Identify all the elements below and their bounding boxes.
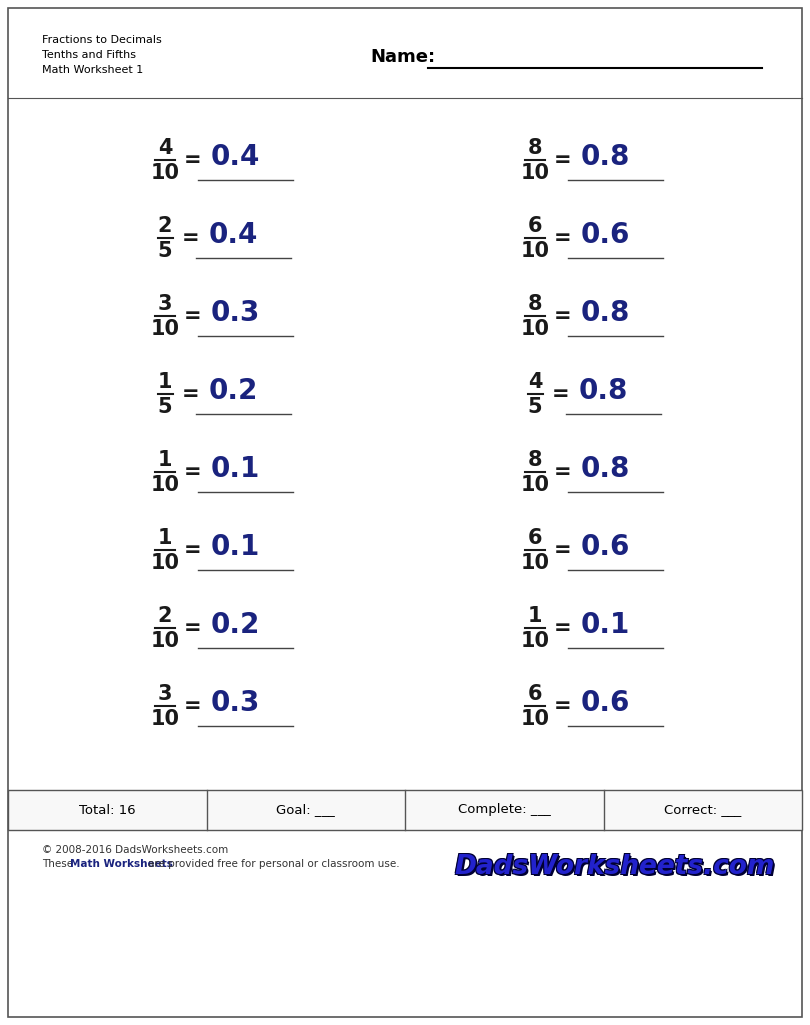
Text: 10: 10: [521, 319, 549, 339]
Text: 0.2: 0.2: [208, 377, 258, 405]
Text: =: =: [554, 540, 572, 560]
Text: 10: 10: [521, 631, 549, 651]
Text: 5: 5: [527, 397, 543, 417]
Text: 0.2: 0.2: [211, 611, 260, 639]
Text: 6: 6: [528, 684, 542, 704]
Text: DadsWorksheets.com: DadsWorksheets.com: [454, 855, 774, 881]
Text: =: =: [554, 462, 572, 482]
Text: 10: 10: [521, 709, 549, 729]
Text: 0.8: 0.8: [581, 299, 630, 327]
Text: 10: 10: [521, 163, 549, 183]
Text: =: =: [184, 696, 202, 716]
Text: DadsWorksheets.com: DadsWorksheets.com: [454, 854, 775, 880]
Text: 3: 3: [158, 684, 173, 704]
Text: 10: 10: [151, 631, 180, 651]
Text: These: These: [42, 859, 73, 869]
Text: 5: 5: [158, 241, 173, 261]
Text: =: =: [554, 618, 572, 638]
Text: 0.3: 0.3: [211, 689, 260, 718]
Text: =: =: [554, 150, 572, 170]
Text: © 2008-2016 DadsWorksheets.com: © 2008-2016 DadsWorksheets.com: [42, 845, 228, 855]
Text: =: =: [554, 306, 572, 326]
Text: =: =: [184, 462, 202, 482]
Text: are provided free for personal or classroom use.: are provided free for personal or classr…: [148, 859, 399, 869]
Text: 10: 10: [151, 475, 180, 495]
Text: =: =: [552, 384, 569, 404]
Text: 8: 8: [528, 138, 542, 158]
Text: =: =: [554, 696, 572, 716]
Text: 8: 8: [528, 294, 542, 314]
Text: 0.4: 0.4: [208, 221, 258, 249]
Text: 6: 6: [528, 528, 542, 548]
Text: =: =: [554, 228, 572, 248]
Text: 10: 10: [151, 709, 180, 729]
Text: DadsWorksheets.com: DadsWorksheets.com: [456, 855, 776, 881]
Text: Goal: ___: Goal: ___: [276, 804, 335, 817]
Text: Math Worksheets: Math Worksheets: [70, 859, 173, 869]
Text: 0.6: 0.6: [581, 689, 630, 718]
Text: 1: 1: [528, 606, 542, 626]
Text: 10: 10: [521, 554, 549, 573]
Text: Name:: Name:: [370, 48, 435, 66]
Text: 0.6: 0.6: [581, 221, 630, 249]
Text: 0.1: 0.1: [211, 455, 260, 483]
Text: 1: 1: [158, 528, 173, 548]
Text: 1: 1: [158, 450, 173, 470]
Text: =: =: [181, 384, 199, 404]
Text: 8: 8: [528, 450, 542, 470]
Text: 0.3: 0.3: [211, 299, 260, 327]
Bar: [8, 790, 802, 830]
Text: =: =: [184, 150, 202, 170]
Text: 10: 10: [151, 554, 180, 573]
Text: 0.4: 0.4: [211, 144, 260, 171]
Text: 0.1: 0.1: [581, 611, 630, 639]
Text: =: =: [184, 618, 202, 638]
Text: 3: 3: [158, 294, 173, 314]
Text: 10: 10: [151, 319, 180, 339]
Text: Correct: ___: Correct: ___: [664, 804, 741, 817]
Text: 0.8: 0.8: [581, 455, 630, 483]
Text: 0.6: 0.6: [581, 533, 630, 561]
Text: Math Worksheet 1: Math Worksheet 1: [42, 65, 143, 75]
Text: =: =: [184, 540, 202, 560]
Text: 10: 10: [521, 475, 549, 495]
Text: 0.1: 0.1: [211, 533, 260, 561]
Text: 10: 10: [151, 163, 180, 183]
Text: =: =: [184, 306, 202, 326]
Text: DadsWorksheets.com: DadsWorksheets.com: [456, 853, 776, 879]
Text: 5: 5: [158, 397, 173, 417]
Text: 4: 4: [158, 138, 173, 158]
Text: 1: 1: [158, 372, 173, 392]
Text: =: =: [181, 228, 199, 248]
Text: Complete: ___: Complete: ___: [458, 804, 551, 817]
Text: Tenths and Fifths: Tenths and Fifths: [42, 50, 136, 60]
Text: 10: 10: [521, 241, 549, 261]
Text: 0.8: 0.8: [581, 144, 630, 171]
Text: 2: 2: [158, 216, 173, 236]
Text: Total: 16: Total: 16: [79, 804, 135, 817]
Text: 6: 6: [528, 216, 542, 236]
Text: 4: 4: [528, 372, 542, 392]
Text: 2: 2: [158, 606, 173, 626]
Text: 0.8: 0.8: [578, 377, 628, 405]
Text: DadsWorksheets.com: DadsWorksheets.com: [454, 853, 774, 879]
Text: Fractions to Decimals: Fractions to Decimals: [42, 35, 162, 45]
Text: DadsWorksheets.com: DadsWorksheets.com: [457, 856, 777, 882]
